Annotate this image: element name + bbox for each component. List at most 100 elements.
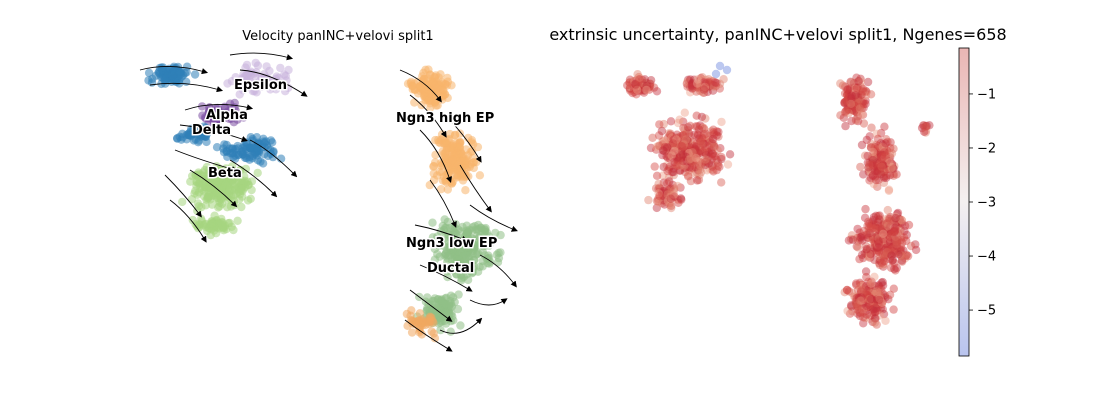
cell-point: [879, 220, 889, 229]
cell-point: [854, 85, 863, 95]
cell-point: [664, 140, 673, 149]
cell-point: [660, 200, 669, 209]
cell-point: [666, 194, 675, 203]
cell-point: [682, 157, 691, 166]
cell-point: [846, 92, 855, 101]
cell-point: [664, 146, 674, 156]
cell-point: [861, 96, 870, 105]
cell-point: [663, 142, 673, 151]
cell-point: [876, 242, 886, 252]
cell-point: [443, 185, 452, 194]
cell-point: [871, 304, 880, 313]
cell-point: [668, 144, 677, 153]
cell-point: [925, 121, 934, 130]
cell-point: [852, 242, 861, 251]
streamline: [249, 139, 298, 178]
cell-point: [862, 135, 871, 145]
cell-point: [857, 300, 866, 309]
cell-point: [421, 65, 430, 75]
cell-point: [686, 82, 695, 92]
cell-point: [701, 160, 710, 170]
cell-point: [880, 147, 890, 156]
cell-point: [696, 143, 705, 153]
cell-point: [633, 83, 642, 92]
cell-point: [861, 290, 870, 300]
cell-point: [873, 134, 883, 143]
cell-point: [696, 136, 705, 145]
cell-point: [704, 143, 714, 152]
cell-point: [661, 186, 671, 195]
cell-point: [875, 154, 884, 163]
cell-point: [677, 142, 686, 151]
cell-point: [879, 221, 889, 230]
cell-point: [876, 143, 886, 152]
cell-point: [863, 286, 873, 295]
cell-point: [702, 157, 711, 166]
cell-point: [694, 125, 704, 134]
cell-point: [857, 140, 867, 150]
cell-point: [868, 317, 877, 327]
cell-point: [708, 149, 717, 158]
cell-point: [885, 232, 894, 242]
colorbar-tick-label: −5: [977, 304, 996, 319]
cell-point: [873, 152, 882, 162]
cell-point: [868, 153, 877, 163]
cell-point: [625, 82, 635, 92]
cell-point: [864, 225, 873, 234]
cell-point: [637, 80, 647, 89]
cell-point: [845, 105, 854, 114]
cell-point: [686, 176, 696, 186]
cell-point: [667, 133, 676, 142]
cell-point: [652, 171, 662, 180]
cell-point: [875, 155, 884, 165]
cell-point: [883, 164, 892, 173]
cell-point: [840, 97, 849, 107]
cell-point: [871, 314, 880, 323]
cell-point: [699, 123, 708, 132]
streamline: [184, 103, 254, 111]
cell-point: [846, 99, 856, 109]
cell-point: [675, 156, 684, 165]
cell-point: [676, 140, 685, 150]
cell-point: [853, 91, 862, 100]
cell-point: [446, 327, 455, 336]
cell-point: [661, 197, 670, 206]
cell-point: [896, 218, 906, 227]
cell-point: [654, 189, 663, 198]
cell-point: [894, 250, 903, 259]
cell-point: [853, 97, 862, 106]
cell-point: [705, 82, 714, 91]
cell-point: [638, 79, 648, 88]
cell-point: [883, 234, 893, 243]
cell-point: [867, 139, 876, 149]
cell-point: [674, 143, 684, 152]
cell-point: [687, 153, 697, 162]
cell-point: [863, 230, 872, 239]
cell-point: [641, 82, 650, 91]
cell-point: [887, 231, 896, 240]
cell-point: [695, 146, 705, 156]
cell-point: [675, 155, 684, 164]
cell-point: [683, 143, 692, 152]
cell-point: [699, 78, 709, 87]
cell-point: [859, 99, 868, 109]
cell-point: [709, 152, 719, 161]
cell-point: [888, 244, 897, 253]
cell-point: [874, 282, 883, 291]
cell-point: [643, 83, 652, 93]
cell-point: [680, 125, 689, 134]
cell-point: [689, 150, 698, 159]
cell-point: [687, 81, 696, 90]
streamline: [479, 254, 517, 288]
colorbar-tick-label: −4: [977, 250, 996, 265]
cell-point: [872, 243, 881, 252]
cell-point: [679, 117, 688, 126]
cell-point: [853, 305, 862, 314]
cell-point: [883, 137, 892, 147]
cell-point: [856, 293, 865, 302]
cell-point: [853, 95, 862, 105]
cell-point: [644, 195, 653, 205]
cell-point: [861, 241, 871, 251]
cell-point: [669, 156, 678, 165]
cell-point: [856, 82, 865, 91]
